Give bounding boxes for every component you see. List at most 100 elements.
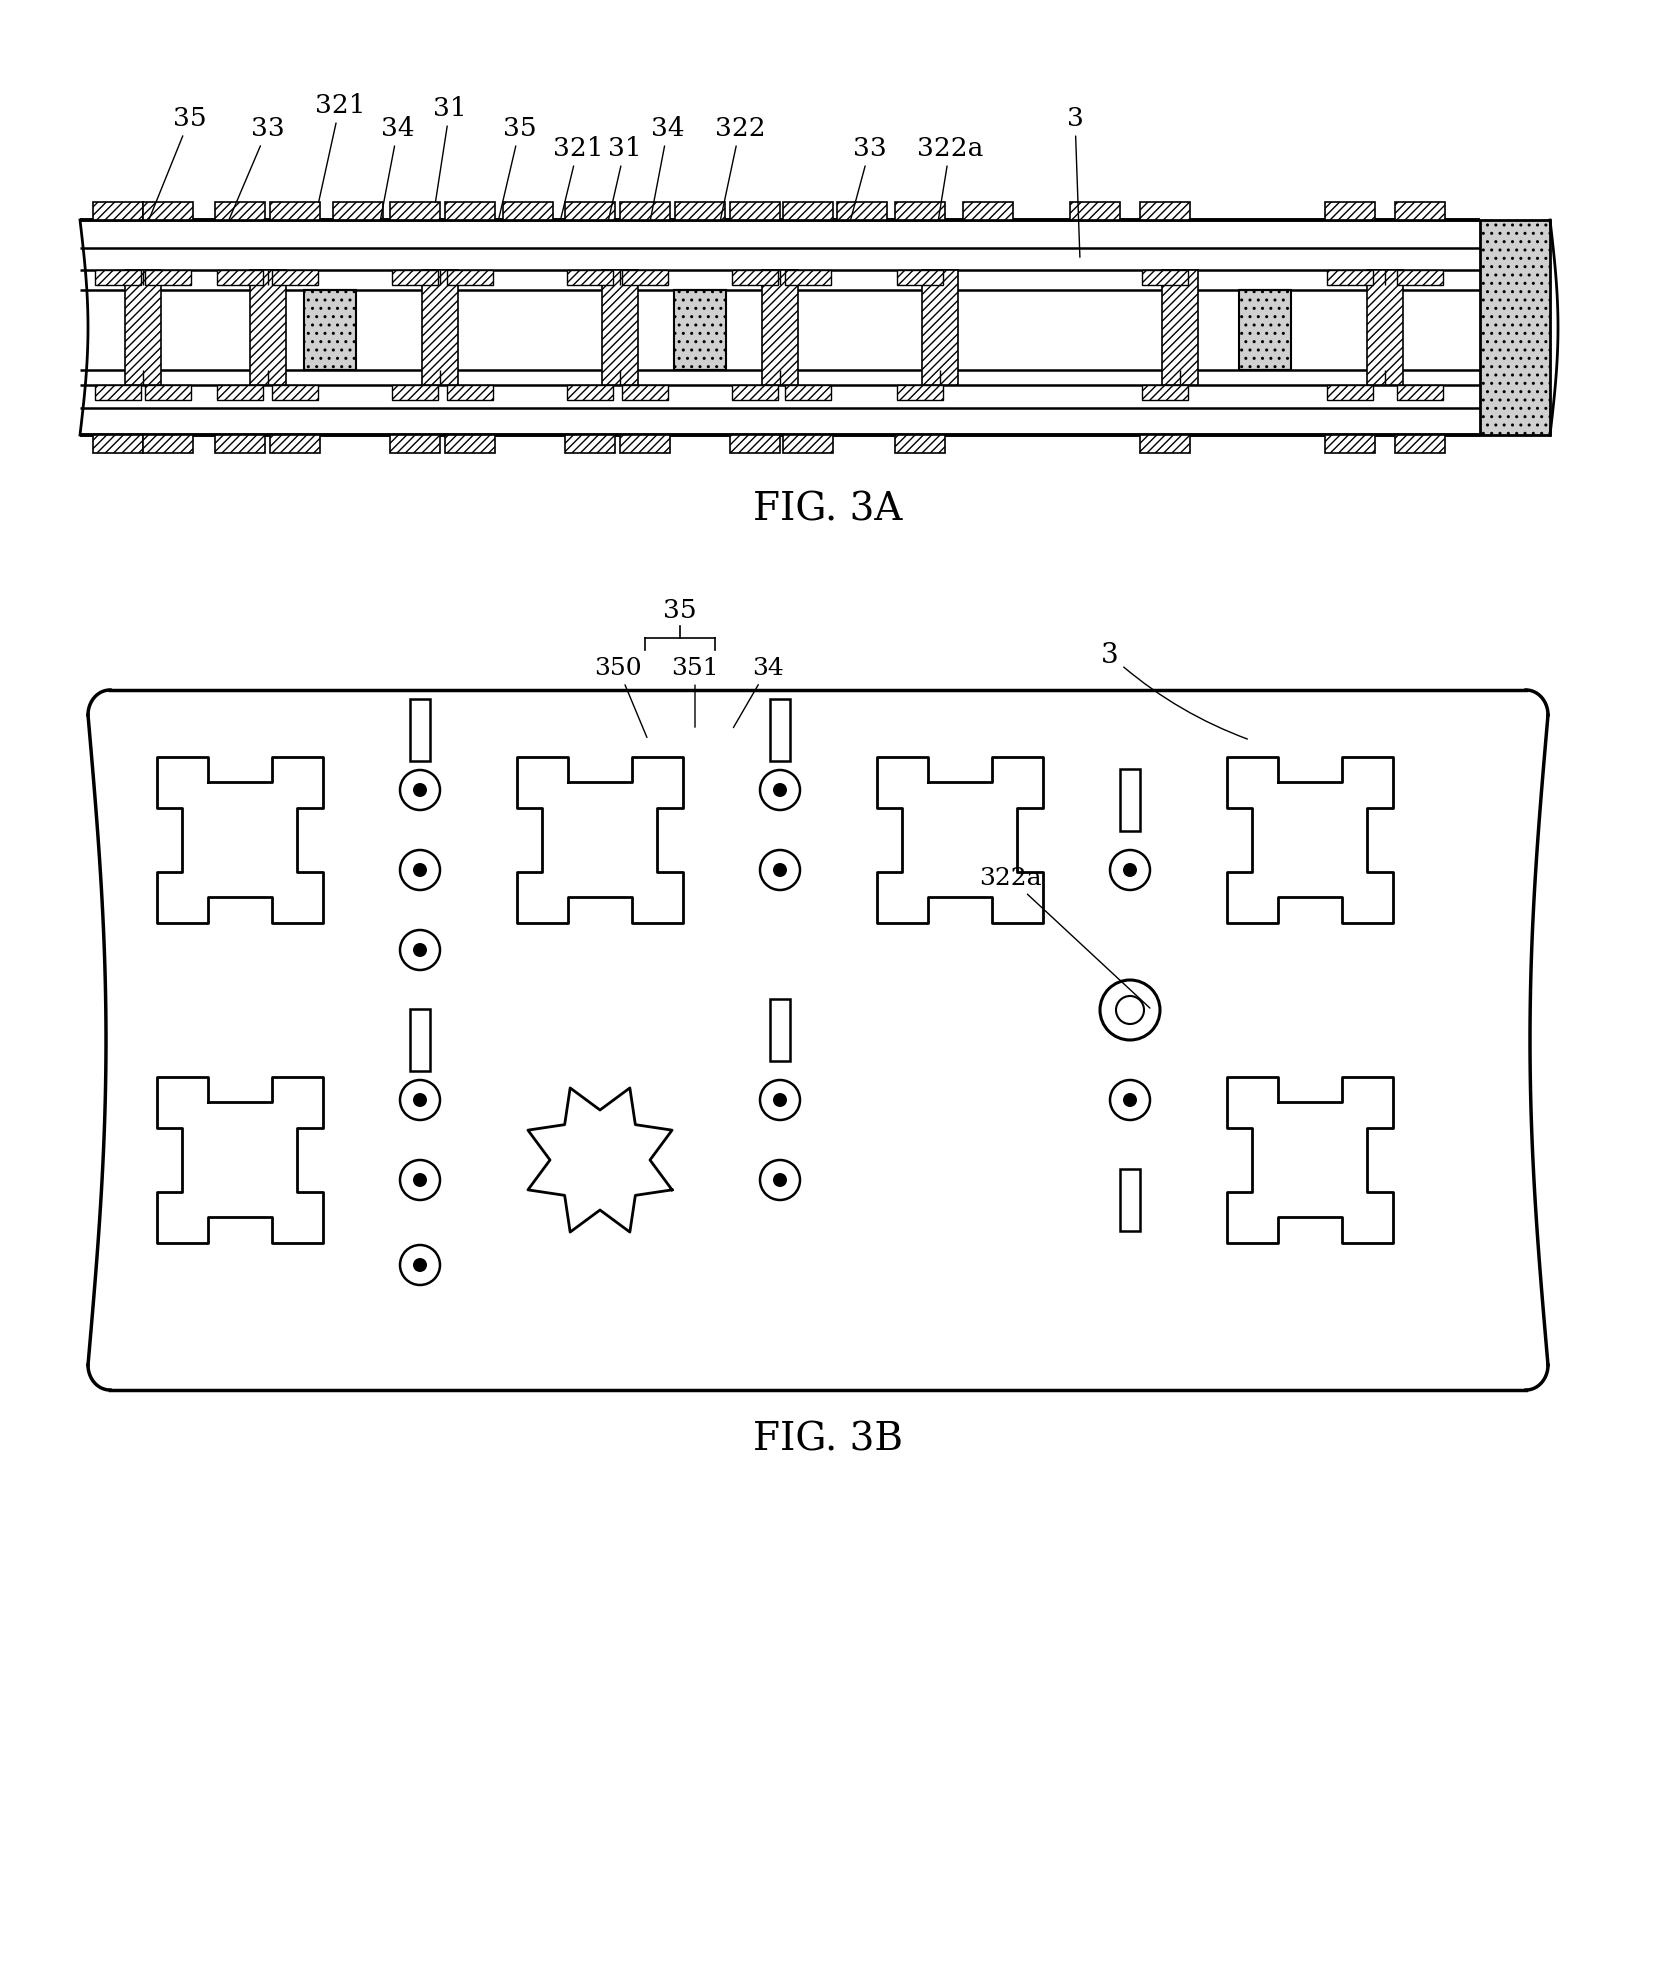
Bar — [1394, 435, 1445, 452]
Circle shape — [412, 1094, 427, 1107]
Bar — [564, 435, 614, 452]
Circle shape — [773, 864, 786, 877]
Bar — [270, 203, 319, 220]
Bar — [619, 435, 670, 452]
Circle shape — [773, 1172, 786, 1186]
Bar — [305, 289, 356, 370]
Circle shape — [773, 1094, 786, 1107]
Circle shape — [1122, 864, 1137, 877]
Bar — [215, 435, 265, 452]
Bar — [503, 203, 553, 220]
Bar — [1142, 386, 1187, 399]
Bar — [422, 269, 458, 386]
Text: 33: 33 — [851, 136, 887, 218]
Bar — [732, 386, 778, 399]
Text: 34: 34 — [381, 116, 414, 218]
Bar — [271, 269, 318, 285]
Text: 322a: 322a — [978, 867, 1149, 1009]
Bar — [1162, 269, 1197, 386]
Bar — [732, 269, 778, 285]
Circle shape — [412, 864, 427, 877]
Text: 31: 31 — [434, 96, 467, 203]
Bar — [963, 203, 1013, 220]
Text: 3: 3 — [1066, 106, 1082, 258]
Bar — [1394, 203, 1445, 220]
Bar — [675, 203, 725, 220]
Bar — [250, 269, 286, 386]
Text: 322: 322 — [715, 116, 765, 218]
Circle shape — [773, 783, 786, 797]
Bar — [783, 203, 832, 220]
Bar — [391, 435, 440, 452]
Bar — [564, 203, 614, 220]
Bar — [674, 289, 725, 370]
Bar — [94, 386, 141, 399]
Bar — [1397, 269, 1442, 285]
Bar — [1326, 269, 1372, 285]
Text: 33: 33 — [228, 116, 285, 220]
Bar — [217, 386, 263, 399]
Bar — [146, 386, 190, 399]
Bar — [410, 698, 430, 761]
Text: 34: 34 — [650, 116, 685, 218]
Bar — [1397, 386, 1442, 399]
Bar — [730, 203, 780, 220]
Bar — [1324, 203, 1374, 220]
Bar — [1119, 769, 1139, 830]
Circle shape — [412, 942, 427, 958]
Bar — [93, 203, 142, 220]
Bar — [897, 386, 942, 399]
Bar — [142, 203, 194, 220]
Bar — [1119, 1168, 1139, 1231]
Bar — [124, 269, 161, 386]
Bar — [761, 269, 798, 386]
Bar — [784, 269, 831, 285]
Bar — [619, 203, 670, 220]
Bar — [1139, 203, 1190, 220]
Bar — [922, 269, 958, 386]
Bar — [392, 386, 437, 399]
Text: FIG. 3B: FIG. 3B — [753, 1422, 902, 1458]
Bar — [93, 435, 142, 452]
Bar — [622, 269, 667, 285]
Bar — [391, 203, 440, 220]
Bar — [770, 698, 789, 761]
Text: FIG. 3A: FIG. 3A — [753, 492, 902, 529]
Text: 321: 321 — [553, 136, 602, 218]
Bar — [94, 269, 141, 285]
Text: 35: 35 — [662, 598, 697, 622]
Bar — [783, 435, 832, 452]
Bar — [146, 269, 190, 285]
Bar — [142, 435, 194, 452]
Bar — [1238, 289, 1291, 370]
Bar — [784, 386, 831, 399]
Bar — [622, 386, 667, 399]
Bar — [1326, 386, 1372, 399]
Circle shape — [1122, 1094, 1137, 1107]
Bar — [270, 435, 319, 452]
Text: 35: 35 — [149, 106, 207, 220]
Bar — [897, 269, 942, 285]
Bar — [271, 386, 318, 399]
Bar — [1324, 435, 1374, 452]
Circle shape — [412, 1172, 427, 1186]
Text: 322a: 322a — [917, 136, 983, 218]
Text: 34: 34 — [733, 657, 783, 728]
Bar — [566, 269, 612, 285]
Text: 350: 350 — [594, 657, 647, 738]
Bar — [1069, 203, 1119, 220]
Text: 321: 321 — [314, 92, 366, 203]
Text: 351: 351 — [670, 657, 718, 728]
Text: 31: 31 — [607, 136, 642, 218]
Circle shape — [412, 783, 427, 797]
Bar — [894, 435, 945, 452]
Bar — [1480, 220, 1549, 435]
Bar — [894, 203, 945, 220]
Text: 3: 3 — [1101, 641, 1246, 740]
Bar — [447, 386, 493, 399]
Bar — [215, 203, 265, 220]
Text: 35: 35 — [498, 116, 536, 218]
Bar — [447, 269, 493, 285]
Bar — [1365, 269, 1402, 386]
Bar — [1142, 269, 1187, 285]
